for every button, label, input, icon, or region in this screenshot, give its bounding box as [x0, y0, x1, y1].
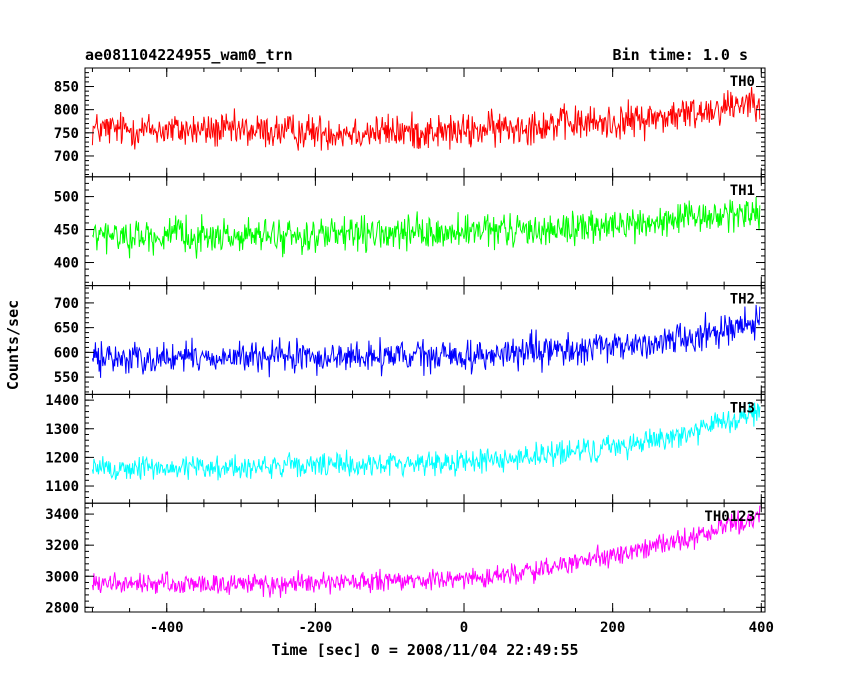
panel-frame: [84, 285, 766, 395]
y-tick-label: 450: [54, 223, 79, 239]
series-line-th0: [91, 86, 761, 151]
series-line-th0123: [91, 505, 761, 598]
y-tick-label: 3400: [45, 507, 79, 523]
y-tick-label: 550: [54, 370, 79, 386]
y-tick-label: 700: [54, 149, 79, 165]
panel-label-th3: TH3: [730, 400, 755, 416]
y-tick-label: 1200: [45, 450, 79, 466]
x-axis-label: Time [sec] 0 = 2008/11/04 22:49:55: [271, 641, 578, 659]
panel-frame: [84, 502, 766, 613]
y-tick-label: 750: [54, 126, 79, 142]
y-tick-label: 850: [54, 80, 79, 96]
y-tick-label: 3000: [45, 569, 79, 585]
y-tick-label: 700: [54, 296, 79, 312]
y-tick-label: 650: [54, 321, 79, 337]
panel-frame: [84, 393, 766, 504]
y-tick-label: 400: [54, 256, 79, 272]
chart-title: ae081104224955_wam0_trn: [85, 46, 293, 64]
panel-label-th0123: TH0123: [704, 509, 755, 525]
x-tick-label: 400: [749, 620, 774, 636]
x-tick-label: -400: [150, 620, 184, 636]
y-tick-label: 1100: [45, 479, 79, 495]
y-tick-label: 600: [54, 345, 79, 361]
y-axis-label: Counts/sec: [4, 300, 22, 390]
panels-group: 700 750 800 850 TH0 400 450 500 TH1 550 600 650 700 T…: [45, 67, 774, 636]
y-tick-label: 1300: [45, 422, 79, 438]
y-tick-label: 2800: [45, 600, 79, 616]
x-tick-label: -200: [299, 620, 333, 636]
panel-label-th2: TH2: [730, 292, 755, 308]
x-tick-label: 200: [600, 620, 625, 636]
panel-label-th1: TH1: [730, 183, 755, 199]
y-tick-label: 3200: [45, 538, 79, 554]
bin-time-label: Bin time: 1.0 s: [613, 46, 748, 64]
series-line-th1: [91, 196, 761, 259]
y-tick-label: 500: [54, 190, 79, 206]
y-tick-label: 800: [54, 103, 79, 119]
series-line-th3: [91, 401, 761, 481]
y-tick-label: 1400: [45, 393, 79, 409]
panel-label-th0: TH0: [730, 74, 755, 90]
series-line-th2: [91, 304, 761, 378]
x-tick-label: 0: [460, 620, 468, 636]
